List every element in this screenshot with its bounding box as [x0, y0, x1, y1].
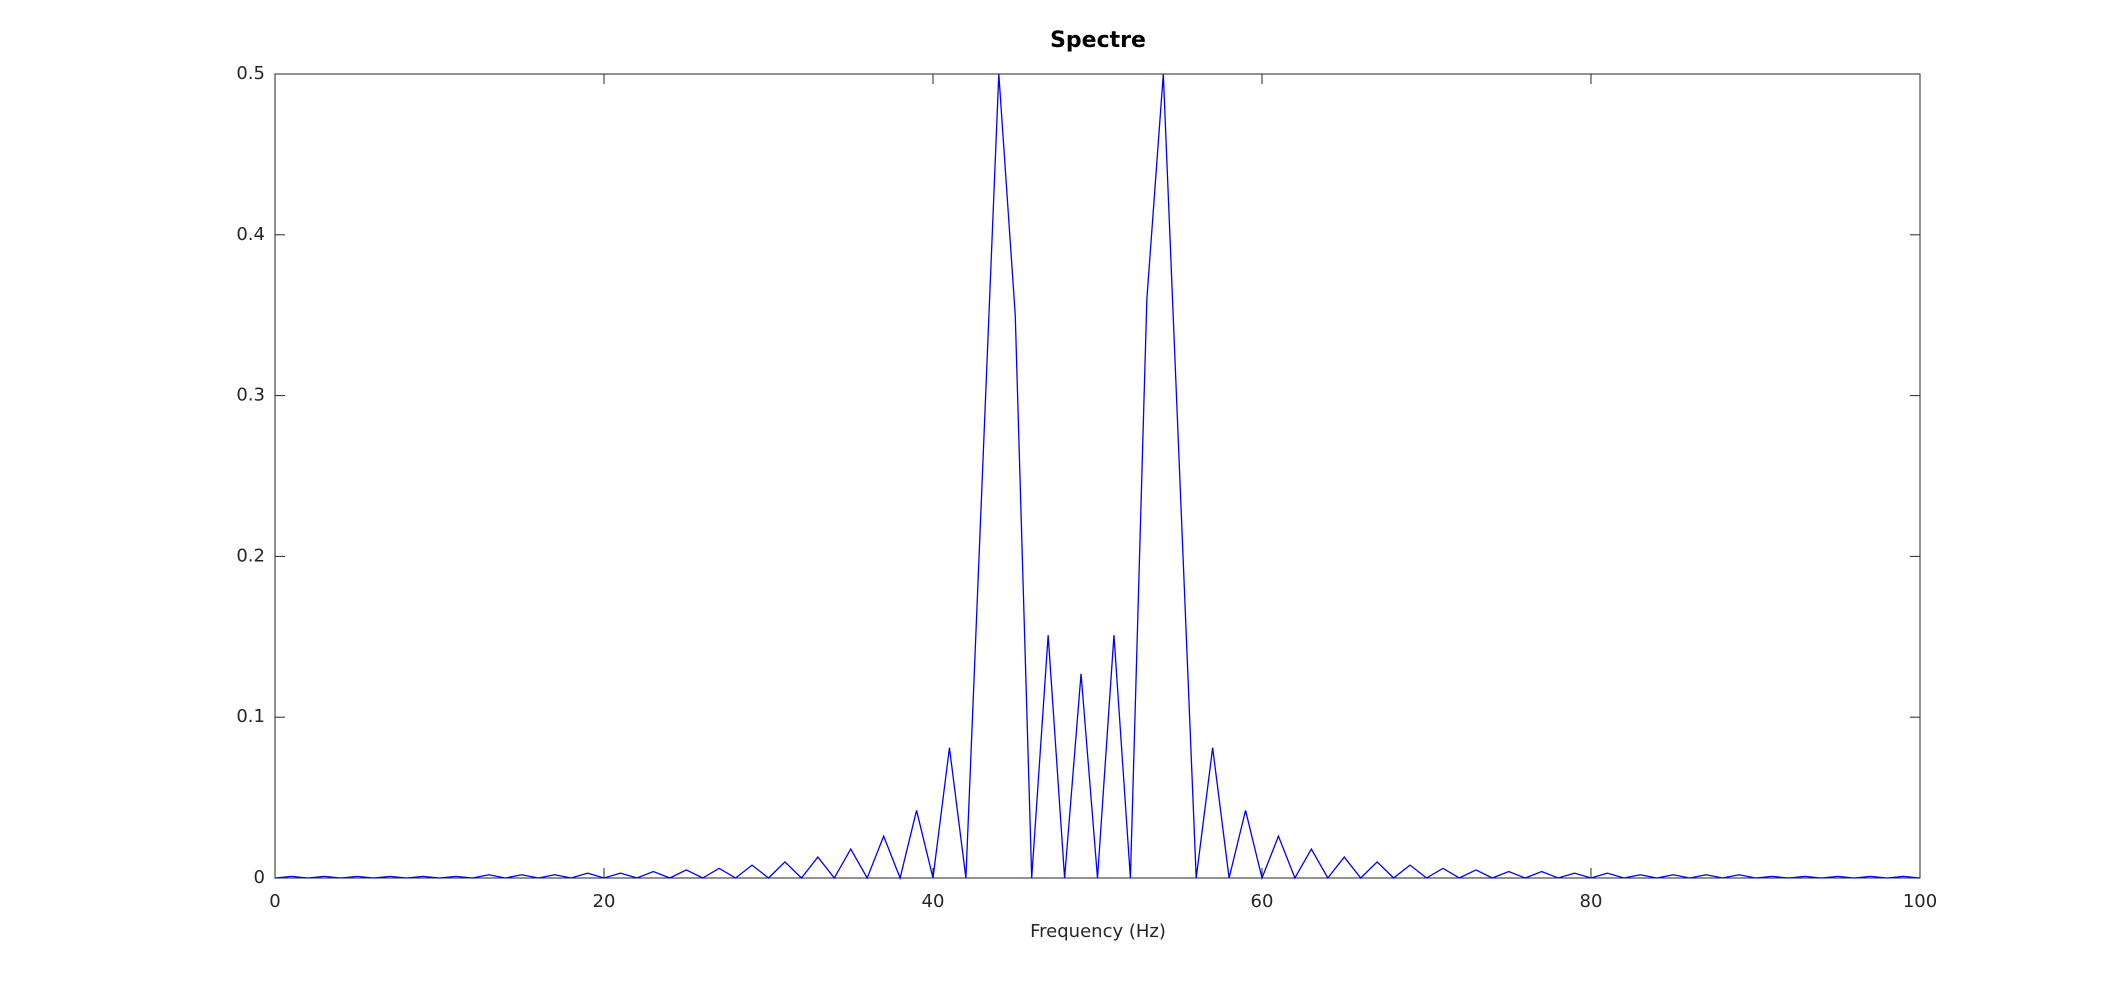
y-tick-label: 0.2: [236, 545, 265, 566]
x-tick-label: 20: [593, 891, 616, 912]
x-tick-label: 40: [922, 891, 945, 912]
x-tick-label: 100: [1903, 891, 1937, 912]
x-tick-label: 80: [1580, 891, 1603, 912]
y-tick-label: 0.1: [236, 706, 265, 727]
line: [274, 73, 1921, 881]
x-axis-label: Frequency (Hz): [1030, 921, 1166, 942]
y-tick-label: 0.4: [236, 224, 265, 245]
x-tick-label: 0: [269, 891, 280, 912]
y-tick-label: 0.3: [236, 385, 265, 406]
y-tick-label: 0.5: [236, 63, 265, 84]
x-tick-label: 60: [1251, 891, 1274, 912]
chart-title: Spectre: [1050, 28, 1146, 53]
y-tick-label: 0: [254, 867, 265, 888]
